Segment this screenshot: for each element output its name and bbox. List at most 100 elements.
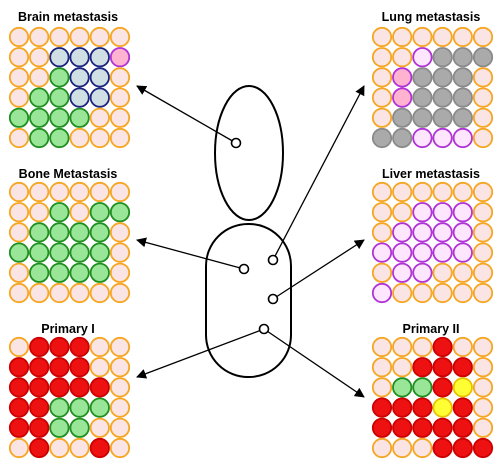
cell-liver [432,282,453,304]
cell-liver [392,181,413,203]
cell-lung [412,47,433,68]
cell-brain [69,127,90,149]
cell-primary2 [371,437,393,459]
cell-brain [89,107,110,128]
cell-primary1 [89,357,110,378]
cell-grid-brain [8,26,131,149]
body-head-outline [214,85,284,221]
arrow-to-lung [272,85,365,261]
cell-bone [89,181,110,203]
cell-lung [452,127,473,149]
cell-primary1 [49,336,70,358]
cell-grid-lung [371,26,494,149]
cell-brain [8,127,30,149]
cell-liver [452,282,473,304]
cell-primary2 [371,377,393,398]
cell-primary2 [432,377,453,398]
cell-primary1 [89,377,110,398]
arrow-to-primary1 [136,328,265,379]
cell-bone [89,262,110,283]
cell-lung [412,87,433,108]
cell-bone [49,262,70,283]
cell-primary2 [432,397,453,418]
cell-bone [109,242,131,263]
cell-primary1 [49,397,70,418]
cell-primary2 [392,357,413,378]
panel-title-brain: Brain metastasis [18,10,118,24]
cell-lung [432,107,453,128]
cell-primary2 [432,437,453,459]
cell-bone [89,282,110,304]
cell-liver [371,202,393,223]
cell-primary1 [8,336,30,358]
cell-lung [371,127,393,149]
cell-brain [29,67,50,88]
cell-primary1 [8,417,30,438]
cell-brain [89,87,110,108]
cell-brain [89,26,110,48]
cell-liver [432,222,453,243]
cell-liver [472,181,494,203]
cell-primary1 [69,377,90,398]
cell-primary2 [452,336,473,358]
cell-liver [412,242,433,263]
cell-primary1 [49,357,70,378]
cell-primary1 [69,336,90,358]
cell-bone [89,242,110,263]
cell-lung [472,127,494,149]
cell-lung [371,67,393,88]
cell-bone [49,222,70,243]
cell-brain [29,26,50,48]
cell-liver [392,222,413,243]
cell-lung [432,127,453,149]
cell-brain [8,67,30,88]
panel-title-primary2: Primary II [403,322,460,336]
cell-lung [392,26,413,48]
cell-primary1 [29,417,50,438]
cell-primary1 [109,377,131,398]
cell-primary1 [89,417,110,438]
cell-brain [8,87,30,108]
cell-bone [69,181,90,203]
cell-bone [8,202,30,223]
cell-primary2 [472,336,494,358]
cell-primary2 [412,417,433,438]
cell-lung [472,47,494,68]
cell-primary2 [412,377,433,398]
cell-bone [29,262,50,283]
cell-primary1 [109,397,131,418]
cell-primary2 [371,397,393,418]
cell-bone [109,282,131,304]
cell-primary2 [392,437,413,459]
cell-primary2 [371,357,393,378]
cell-lung [472,87,494,108]
cell-primary1 [89,336,110,358]
arrow-to-brain [136,85,237,144]
cell-primary2 [452,397,473,418]
cell-primary2 [472,397,494,418]
cell-liver [452,242,473,263]
cell-brain [49,127,70,149]
cell-liver [452,222,473,243]
cell-liver [392,202,413,223]
cell-brain [109,87,131,108]
cell-liver [432,202,453,223]
cell-primary2 [452,377,473,398]
cell-primary2 [412,336,433,358]
cell-primary2 [432,336,453,358]
cell-brain [89,47,110,68]
panel-title-primary1: Primary I [41,322,95,336]
cell-primary2 [392,417,413,438]
cell-grid-bone [8,181,131,304]
cell-primary2 [432,417,453,438]
cell-brain [69,87,90,108]
cell-lung [412,26,433,48]
cell-bone [29,181,50,203]
cell-primary1 [49,377,70,398]
cell-liver [472,242,494,263]
cell-primary1 [89,437,110,459]
cell-liver [371,181,393,203]
cell-liver [472,262,494,283]
cell-lung [392,47,413,68]
